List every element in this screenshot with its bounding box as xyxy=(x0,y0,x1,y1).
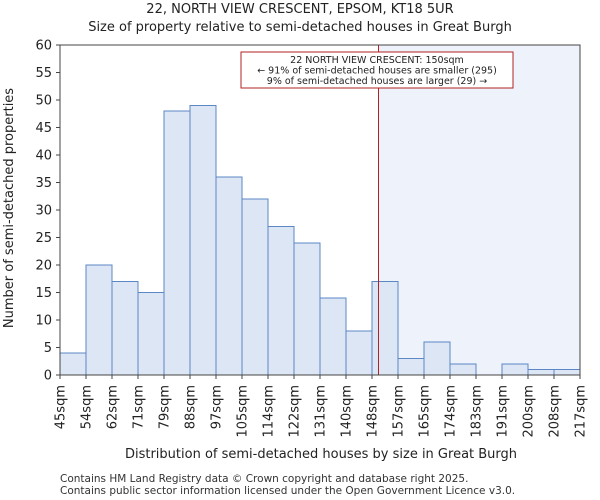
histogram-bar xyxy=(111,281,139,376)
x-tick-label: 45sqm xyxy=(54,385,69,429)
x-tick-label: 174sqm xyxy=(444,385,459,438)
y-tick-label: 60 xyxy=(35,39,52,54)
x-tick-label: 217sqm xyxy=(574,385,589,438)
x-tick-label: 114sqm xyxy=(262,385,277,438)
y-axis-label: Number of semi-detached properties xyxy=(2,88,17,328)
y-tick-label: 30 xyxy=(35,204,52,219)
y-tick-label: 25 xyxy=(35,231,52,246)
y-tick-label: 20 xyxy=(35,259,52,274)
y-tick-label: 0 xyxy=(44,369,52,384)
annotation-larger: 9% of semi-detached houses are larger (2… xyxy=(267,76,487,87)
x-tick-label: 54sqm xyxy=(80,385,95,429)
x-tick-label: 105sqm xyxy=(236,385,251,438)
x-tick-label: 62sqm xyxy=(106,385,121,429)
histogram-bar xyxy=(215,176,243,376)
x-tick-label: 122sqm xyxy=(288,385,303,438)
y-tick-label: 15 xyxy=(35,286,52,301)
y-tick-label: 35 xyxy=(35,176,52,191)
histogram-bar xyxy=(241,198,269,376)
y-tick-label: 40 xyxy=(35,149,52,164)
x-tick-label: 71sqm xyxy=(132,385,147,429)
y-tick-label: 45 xyxy=(35,121,52,136)
x-tick-label: 208sqm xyxy=(548,385,563,438)
x-tick-label: 79sqm xyxy=(158,385,173,429)
chart-subtitle: Size of property relative to semi-detach… xyxy=(88,20,512,35)
histogram-bar xyxy=(345,330,373,376)
x-tick-label: 148sqm xyxy=(366,385,381,438)
annotation-smaller: ← 91% of semi-detached houses are smalle… xyxy=(257,66,497,77)
histogram-bar xyxy=(267,226,295,376)
x-axis-label: Distribution of semi-detached houses by … xyxy=(125,447,517,462)
highlight-region xyxy=(378,45,580,375)
x-tick-label: 183sqm xyxy=(470,385,485,438)
histogram-bar xyxy=(501,363,529,376)
histogram-bar xyxy=(319,297,347,376)
x-tick-label: 200sqm xyxy=(522,385,537,438)
histogram-bar xyxy=(163,110,191,376)
x-tick-label: 165sqm xyxy=(418,385,433,438)
x-tick-label: 131sqm xyxy=(314,385,329,438)
x-tick-label: 191sqm xyxy=(496,385,511,438)
histogram-bar xyxy=(137,292,165,376)
histogram-bar xyxy=(189,105,217,376)
histogram-bar xyxy=(85,264,113,376)
histogram-bar xyxy=(293,242,321,376)
histogram-bar xyxy=(59,352,87,376)
footer-licence: Contains public sector information licen… xyxy=(60,485,516,497)
histogram-bar xyxy=(397,358,425,376)
x-tick-label: 140sqm xyxy=(340,385,355,438)
annotation-box xyxy=(240,51,514,89)
y-tick-label: 10 xyxy=(35,314,52,329)
histogram-bar xyxy=(553,369,581,376)
histogram-bar xyxy=(371,281,399,376)
histogram-bar xyxy=(449,363,477,376)
x-tick-label: 157sqm xyxy=(392,385,407,438)
y-tick-label: 50 xyxy=(35,94,52,109)
histogram-bar xyxy=(423,341,451,376)
annotation-title: 22 NORTH VIEW CRESCENT: 150sqm xyxy=(290,55,464,66)
x-tick-label: 88sqm xyxy=(184,385,199,429)
y-tick-label: 55 xyxy=(35,66,52,81)
x-tick-label: 97sqm xyxy=(210,385,225,429)
chart-title: 22, NORTH VIEW CRESCENT, EPSOM, KT18 5UR xyxy=(146,2,454,17)
histogram-bar xyxy=(527,369,555,376)
y-tick-label: 5 xyxy=(44,341,52,356)
footer-copyright: Contains HM Land Registry data © Crown c… xyxy=(60,473,469,485)
